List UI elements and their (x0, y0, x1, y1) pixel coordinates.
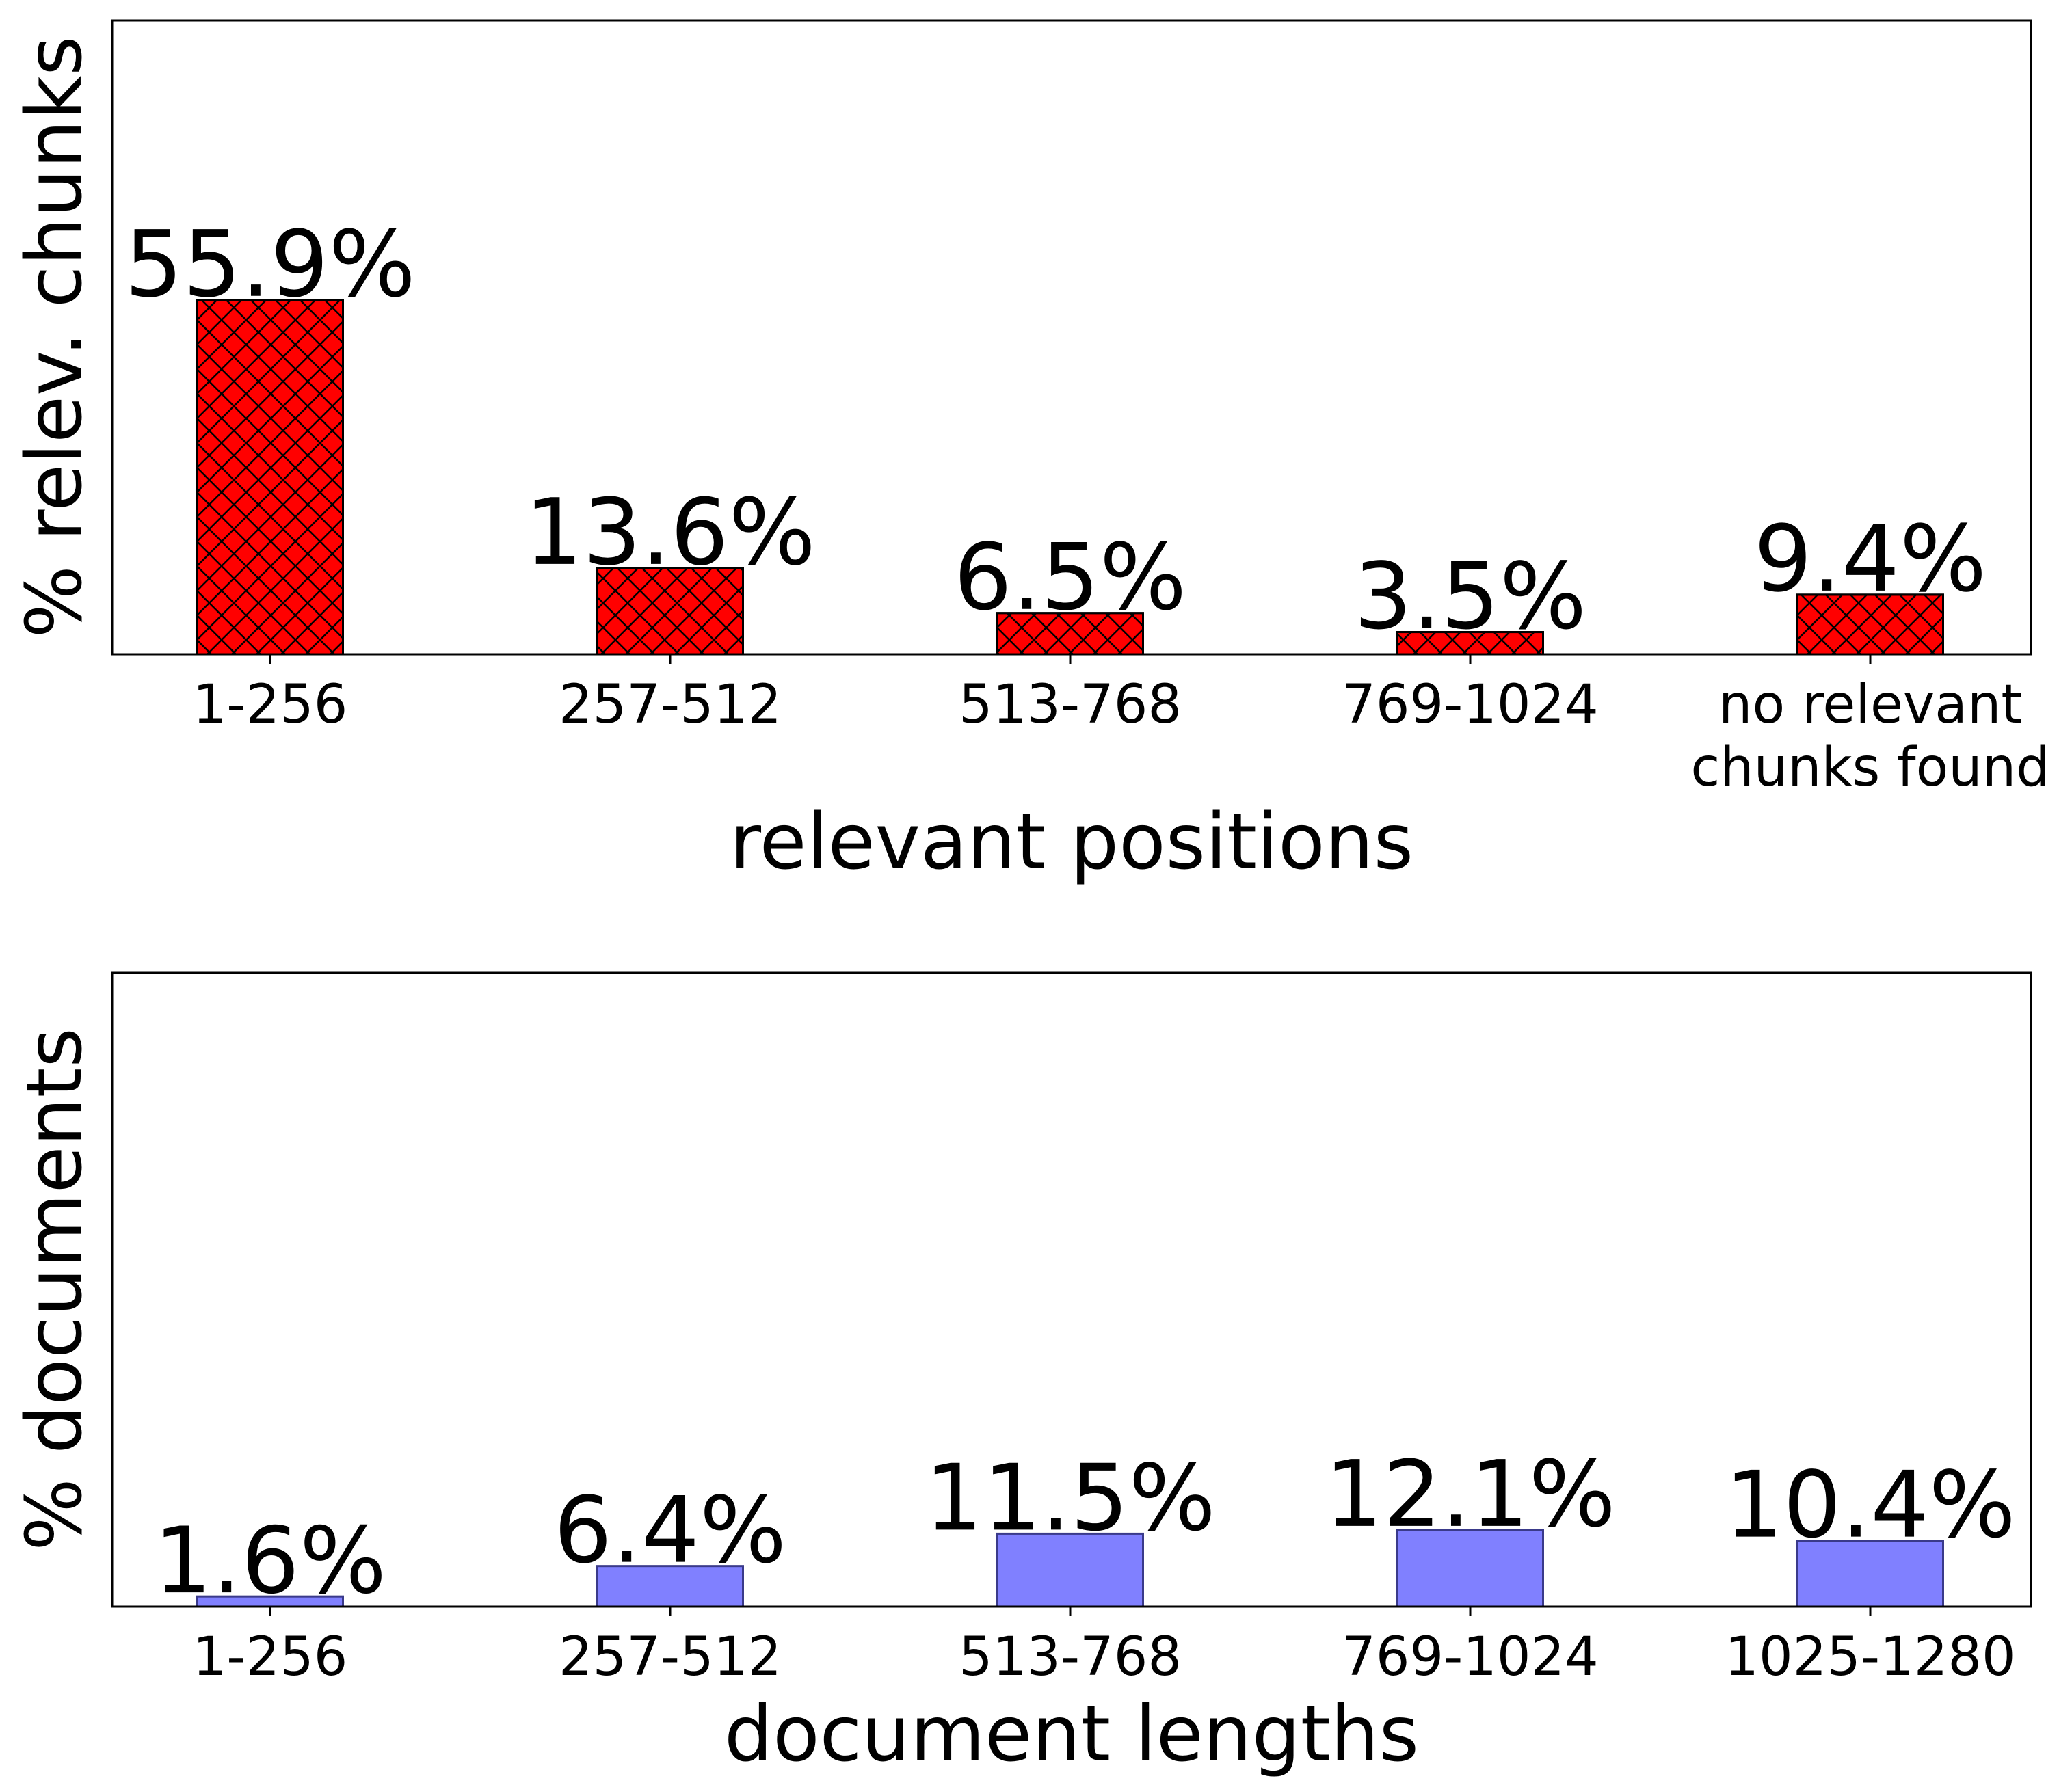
x-tick-label-4-line-1: chunks found (1690, 737, 2049, 798)
x-tick-label-4-line-0: no relevant (1718, 674, 2022, 736)
plot-frame (111, 971, 2032, 1608)
x-tick-label-4: 1025-1280 (1725, 1626, 2015, 1688)
value-label-3: 3.5% (1354, 543, 1586, 650)
value-label-1: 13.6% (524, 479, 816, 586)
bar-group (196, 1529, 1944, 1608)
value-label-1: 6.4% (554, 1477, 786, 1584)
y-axis-label: % relev. chunks (10, 36, 99, 638)
bar-4 (1796, 1540, 1944, 1608)
x-tick-label-2: 513-768 (959, 1626, 1182, 1688)
bar-hatch-3 (1396, 631, 1544, 656)
bar-group (196, 299, 1944, 656)
x-tick-label-1: 257-512 (559, 674, 782, 736)
value-label-2: 11.5% (925, 1445, 1216, 1551)
x-ticks: 1-256 257-512 513-768 769-1024 no relevantch… (193, 654, 2050, 798)
bar-1 (596, 1565, 744, 1608)
plot-frame (111, 19, 2032, 656)
value-label-3: 12.1% (1325, 1441, 1616, 1548)
x-axis-label: document lengths (724, 1690, 1419, 1779)
bar-hatch-1 (596, 567, 744, 656)
x-axis-label: relevant positions (730, 798, 1413, 887)
bar-hatch-0 (196, 299, 344, 656)
x-tick-label-3: 769-1024 (1342, 1626, 1599, 1688)
value-label-4: 9.4% (1754, 506, 1987, 613)
value-label-4: 10.4% (1725, 1452, 2016, 1559)
x-tick-label-1: 257-512 (559, 1626, 782, 1688)
x-ticks: 1-256 257-512 513-768 769-1024 1025-1280 (193, 1607, 2016, 1688)
value-labels: 55.9% 13.6% 6.5% 3.5% 9.4% (124, 211, 1987, 650)
value-label-2: 6.5% (954, 524, 1186, 631)
bar-3 (1396, 1529, 1544, 1608)
x-tick-label-0: 1-256 (193, 1626, 348, 1688)
value-labels: 1.6% 6.4% 11.5% 12.1% 10.4% (154, 1441, 2016, 1614)
bar-2 (996, 1532, 1144, 1608)
value-label-0: 1.6% (154, 1507, 386, 1614)
x-tick-label-0: 1-256 (193, 674, 348, 736)
relevant-positions-chart: 55.9% 13.6% 6.5% 3.5% 9.4% 1-256 257-512 513-7… (10, 19, 2050, 887)
y-axis-label: % documents (10, 1028, 99, 1551)
document-lengths-chart: 1.6% 6.4% 11.5% 12.1% 10.4% 1-256 257-512 513-… (10, 971, 2032, 1779)
value-label-0: 55.9% (124, 211, 416, 318)
bar-hatch-2 (996, 612, 1144, 656)
x-tick-label-3: 769-1024 (1342, 674, 1599, 736)
bar-hatch-4 (1796, 593, 1944, 656)
x-tick-label-2: 513-768 (959, 674, 1182, 736)
